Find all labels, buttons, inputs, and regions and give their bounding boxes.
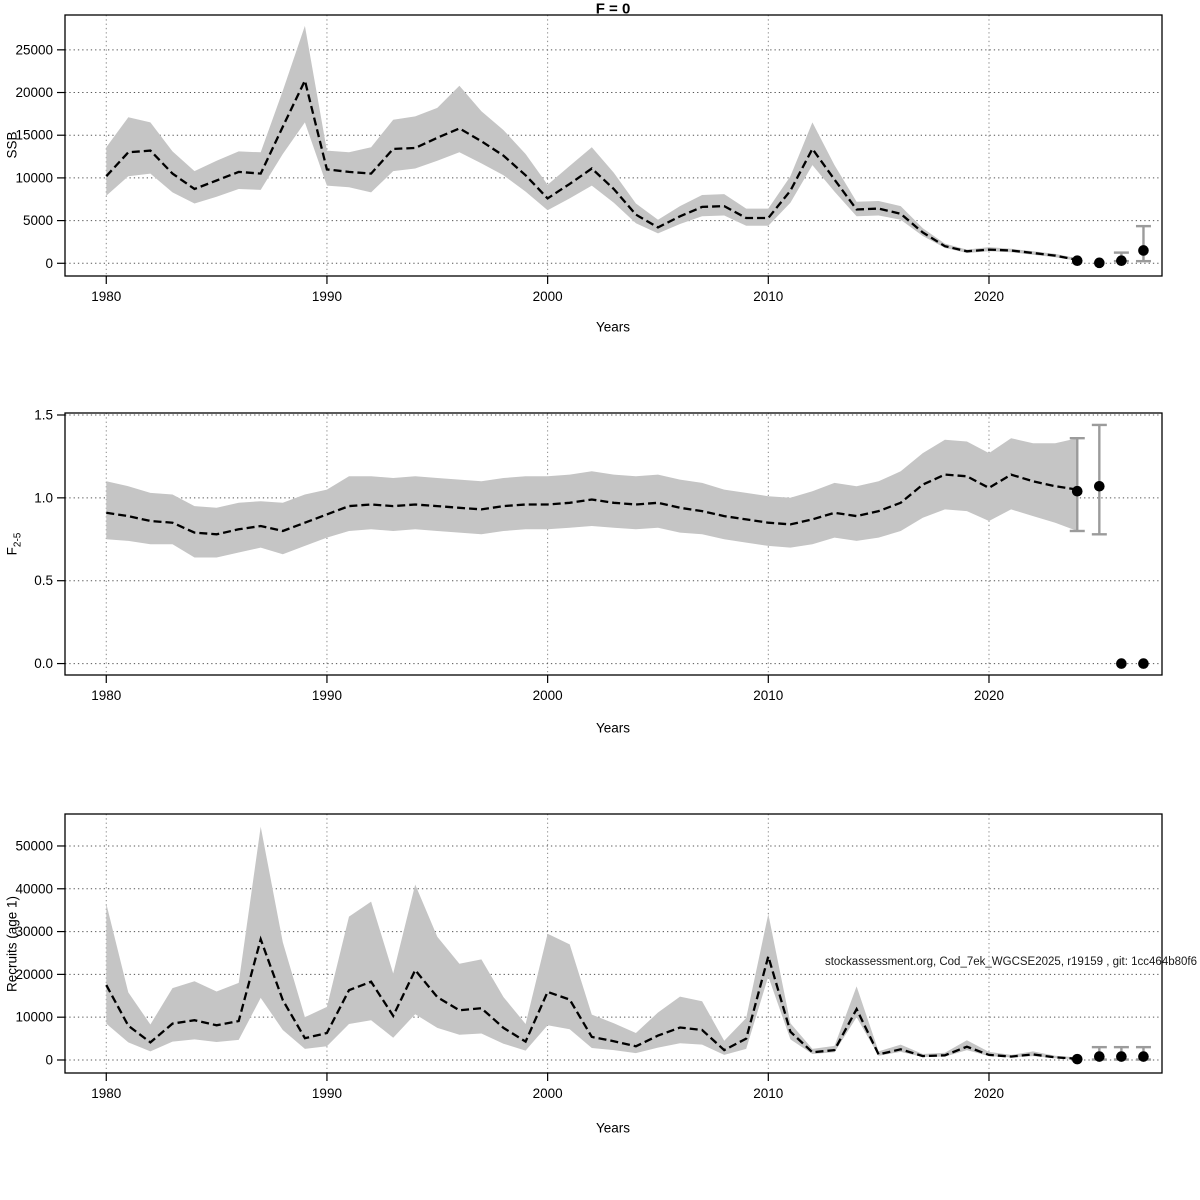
panel-2-xtick-label: 1990 [312,1086,342,1101]
panel-1-xtick-label: 2020 [974,688,1004,703]
panel-0-forecast-points [1071,245,1149,269]
panel-1-ytick-label: 0.5 [34,573,53,588]
panel-2-forecast-point [1094,1051,1105,1062]
panel-2-estimate-line [105,935,1078,1060]
panel-1-ytick-label: 0.0 [34,656,53,671]
panel-1-xtick-label: 1990 [312,688,342,703]
panel-0-ytick-label: 0 [45,256,53,271]
y-axis-label-f-sub: 2-5 [12,532,24,548]
panel-1-forecast-point [1116,658,1127,669]
panel-0-xtick-label: 1980 [91,289,121,304]
panel-0-ytick-label: 20000 [15,85,53,100]
panel-0-forecast-point [1116,255,1127,267]
panel-1-xtick-label: 1980 [91,688,121,703]
panel-2-forecast-points [1071,1051,1149,1065]
panel-0-ytick-label: 15000 [15,128,53,143]
panel-0: 1980 1990 2000 2010 2020 0 5000 10000 15000 20000… [15,14,1163,304]
panel-2-forecast-point [1138,1051,1149,1062]
watermark-text: stockassessment.org, Cod_7ek_WGCSE2025, … [824,956,1197,968]
panel-0-forecast-point [1094,257,1105,269]
panel-1-xtick-label: 2000 [533,688,563,703]
panel-2-xtick-label: 2010 [753,1086,783,1101]
panel-2-forecast-point [1116,1051,1127,1062]
y-axis-label-ssb-text: SSB [4,131,20,159]
chart-title: F = 0 [595,0,631,18]
panel-2-xtick-label: 2020 [974,1086,1004,1101]
panel-1-forecast-points [1071,480,1149,669]
panel-0-xtick-label: 2000 [533,289,563,304]
panel-0-ytick-label: 10000 [15,170,53,185]
panel-1-forecast-point [1138,658,1149,669]
panel-0-estimate-line [105,77,1078,262]
panel-2-ytick-label: 0 [45,1052,53,1067]
panel-0-gridlines [65,15,1162,276]
y-axis-label-recruits-text: Recruits (age 1) [4,895,20,993]
panel-2-confidence-band [106,826,1078,1060]
panel-1-plot-box [64,412,1163,676]
y-axis-label-ssb: SSB [5,131,24,158]
x-axis-label-panel-1: Years [595,319,631,335]
y-axis-label-f-text: F [4,547,20,556]
panel-2-axes: 1980 1990 2000 2010 2020 0 10000 20000 30000 4000… [15,838,1004,1101]
panel-0-ytick-label: 5000 [23,213,53,228]
panel-1: 1980 1990 2000 2010 2020 0.0 0.5 1.0 1.5 [34,407,1163,703]
panel-1-forecast-point [1071,485,1083,497]
panel-2-forecast-point [1071,1053,1083,1065]
panel-2-ytick-label: 10000 [15,1010,53,1025]
panel-2-xtick-label: 2000 [533,1086,563,1101]
x-axis-label-panel-2: Years [595,720,631,736]
panel-0-xtick-label: 1990 [312,289,342,304]
panel-0-xtick-label: 2010 [753,289,783,304]
panel-0-plot-box [64,14,1163,277]
panel-2-plot-box [64,813,1163,1074]
x-axis-label-panel-3: Years [595,1120,631,1136]
panel-1-ytick-label: 1.5 [34,407,53,422]
panel-1-ytick-label: 1.0 [34,490,53,505]
panel-2-ytick-label: 20000 [15,967,53,982]
panel-0-xtick-label: 2020 [974,289,1004,304]
panel-2: 1980 1990 2000 2010 2020 0 10000 20000 30000 4000… [15,813,1163,1101]
panel-1-axes: 1980 1990 2000 2010 2020 0.0 0.5 1.0 1.5 [34,407,1004,703]
panel-0-confidence-band [106,25,1078,261]
y-axis-label-recruits: Recruits (age 1) [5,896,24,992]
panel-0-forecast-point [1071,255,1083,267]
panel-0-forecast-point [1138,245,1149,256]
panel-2-xtick-label: 1980 [91,1086,121,1101]
panel-2-ytick-label: 40000 [15,881,53,896]
y-axis-label-f: F2-5 [5,533,24,556]
panel-2-ytick-label: 50000 [15,838,53,853]
panel-1-confidence-band [106,438,1078,558]
panel-1-estimate-line [106,473,1078,536]
panel-2-ytick-label: 30000 [15,924,53,939]
panel-1-xtick-label: 2010 [753,688,783,703]
panel-1-forecast-point [1094,480,1105,492]
panel-0-axes: 1980 1990 2000 2010 2020 0 5000 10000 15000 20000… [15,42,1004,304]
panel-1-error-bars [1069,423,1107,536]
panel-0-ytick-label: 25000 [15,42,53,57]
